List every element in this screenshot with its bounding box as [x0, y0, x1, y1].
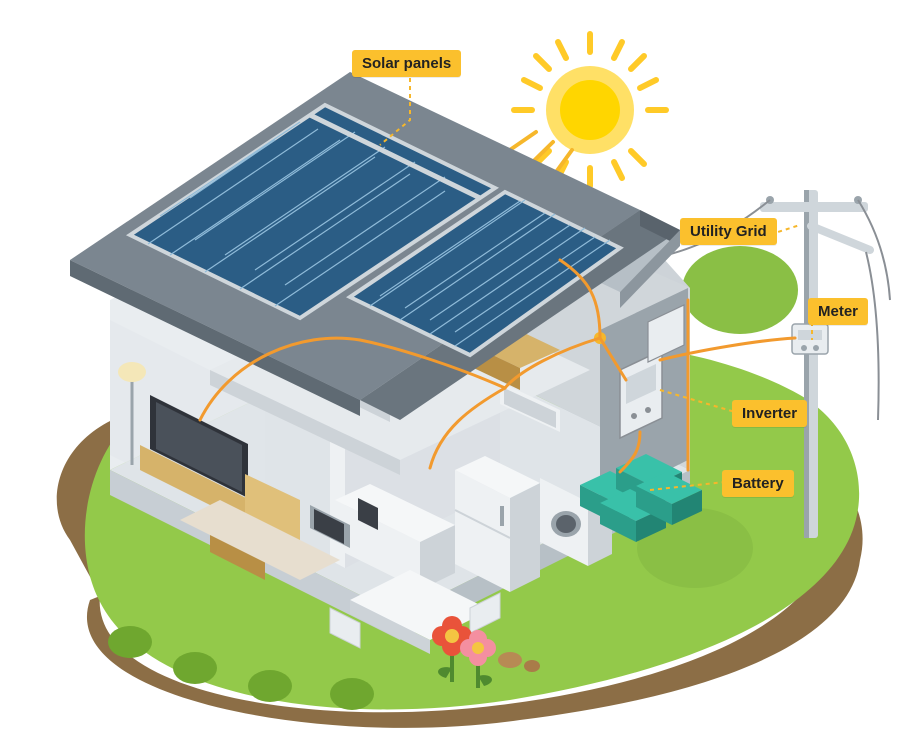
scene-svg — [0, 0, 900, 748]
label-inverter: Inverter — [732, 400, 807, 427]
solar-house-infographic: Solar panels Utility Grid Meter Inverter… — [0, 0, 900, 748]
pole-meter — [792, 324, 828, 354]
label-solar-panels: Solar panels — [352, 50, 461, 77]
label-meter: Meter — [808, 298, 868, 325]
label-utility-grid: Utility Grid — [680, 218, 777, 245]
label-battery: Battery — [722, 470, 794, 497]
